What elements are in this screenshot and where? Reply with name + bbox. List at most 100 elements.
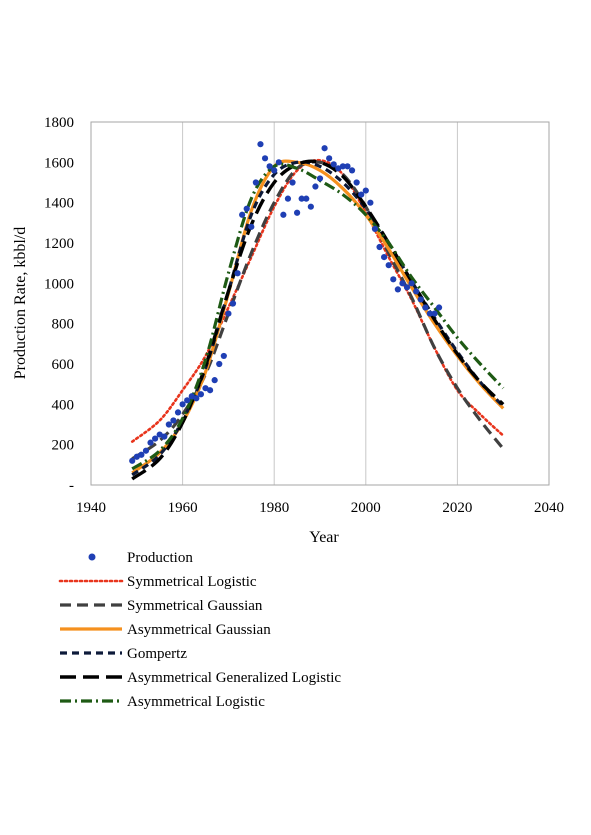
production-point [413,288,420,295]
legend-item-asymmetrical-generalized-logistic: Asymmetrical Generalized Logistic [60,670,341,686]
x-tick-label: 2020 [442,500,472,516]
y-tick-label: 1400 [44,196,74,212]
legend-label: Asymmetrical Gaussian [127,622,271,638]
production-point [229,300,237,307]
production-point [271,167,278,174]
legend: Production Symmetrical Logistic Symmetrica… [58,550,341,710]
legend-label: Asymmetrical Logistic [127,694,265,710]
production-point [316,175,324,182]
production-point [348,167,356,174]
production-point [312,183,319,190]
x-tick-label: 1980 [259,500,289,516]
legend-marker [88,553,96,561]
production-point [170,417,177,424]
tick-labels: 1940 1960 1980 2000 2020 2040 - 200 400 600 800 100… [44,115,564,516]
production-point [211,377,218,384]
y-tick-label: 600 [52,357,75,373]
production-point [206,387,214,394]
production-point [252,179,259,186]
production-point [129,457,136,464]
production-point [326,155,333,162]
production-point [381,254,388,261]
x-tick-label: 1960 [168,500,198,516]
production-point [367,199,374,206]
production-point [435,304,443,311]
y-tick-label: - [69,478,74,494]
y-tick-label: 400 [52,397,75,413]
y-tick-label: 200 [52,438,75,454]
x-tick-label: 2000 [351,500,381,516]
production-point [431,310,438,317]
legend-label: Symmetrical Logistic [127,574,257,590]
production-point [394,286,401,293]
production-point [339,163,346,170]
legend-item-asymmetrical-logistic: Asymmetrical Logistic [60,694,265,710]
production-point [275,159,282,166]
production-point [165,421,172,428]
production-point [174,409,182,416]
legend-item-symmetrical-logistic: Symmetrical Logistic [58,574,257,590]
series-line-symmetrical-gaussian [131,160,505,461]
production-point [422,304,429,311]
legend-label: Symmetrical Gaussian [127,598,263,614]
production-point [261,155,269,162]
production-point [408,280,415,287]
production-point [179,401,186,408]
production-point [193,395,200,402]
x-axis-title: Year [309,529,339,546]
production-point [298,195,305,202]
production-point [289,179,296,186]
production-point [371,225,379,232]
legend-item-production: Production [88,550,193,566]
production-point [376,243,383,251]
production-point [303,195,310,202]
y-tick-label: 1200 [44,236,74,252]
y-axis-title: Production Rate, kbbl/d [12,227,29,379]
production-point [248,223,255,230]
production-point [330,161,337,168]
series-line-asymmetrical-logistic [131,162,505,471]
series-line-asymmetrical-gaussian [131,159,505,475]
production-point [390,276,397,283]
production-point [307,203,314,210]
y-tick-label: 1600 [44,155,74,171]
legend-item-symmetrical-gaussian: Symmetrical Gaussian [60,598,263,614]
production-point [344,163,351,170]
production-point [220,352,227,360]
y-tick-label: 800 [52,317,75,333]
production-point [138,451,145,458]
production-point [399,280,406,287]
production-point [216,360,223,368]
production-point [243,205,250,212]
production-point [184,397,191,404]
production-point [353,179,360,186]
production-point [426,310,434,317]
legend-label: Production [127,550,193,566]
production-point [152,435,159,442]
y-tick-label: 1000 [44,276,74,292]
production-point [321,145,328,152]
production-point [257,141,264,148]
production-point [358,191,365,198]
legend-label: Gompertz [127,646,187,662]
production-point [147,439,154,446]
production-point [403,284,411,291]
production-point [239,211,246,218]
production-point [234,270,241,277]
series-line-asymmetrical-generalized-logistic [131,159,505,481]
production-point [280,211,287,218]
legend-label: Asymmetrical Generalized Logistic [127,670,341,686]
legend-item-asymmetrical-gaussian: Asymmetrical Gaussian [60,622,271,638]
production-point [266,163,273,170]
production-point [385,262,392,269]
production-point [294,209,301,216]
legend-item-gompertz: Gompertz [60,646,187,662]
x-tick-label: 2040 [534,500,564,516]
production-point [197,391,205,398]
production-point [362,187,369,194]
production-point [417,296,424,303]
x-tick-label: 1940 [76,500,106,516]
series-line-gompertz [131,160,505,477]
production-point [284,195,292,202]
series-layer [129,141,505,481]
